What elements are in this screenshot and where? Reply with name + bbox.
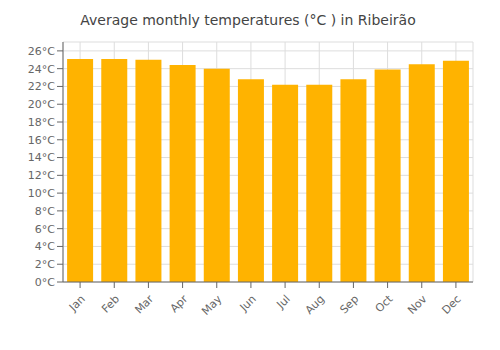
svg-text:Oct: Oct — [373, 292, 396, 315]
svg-text:Sep: Sep — [337, 293, 361, 317]
svg-text:6°C: 6°C — [35, 223, 55, 236]
svg-text:4°C: 4°C — [35, 240, 55, 253]
svg-text:0°C: 0°C — [35, 276, 55, 289]
svg-text:Mar: Mar — [132, 292, 156, 316]
svg-text:22°C: 22°C — [28, 80, 55, 93]
svg-text:2°C: 2°C — [35, 258, 55, 271]
svg-text:Feb: Feb — [99, 293, 122, 316]
svg-text:Aug: Aug — [303, 293, 327, 317]
svg-text:10°C: 10°C — [28, 187, 55, 200]
svg-text:Apr: Apr — [168, 292, 191, 315]
svg-text:Dec: Dec — [439, 293, 463, 317]
svg-text:May: May — [199, 292, 225, 318]
svg-text:Jul: Jul — [274, 293, 293, 312]
svg-text:16°C: 16°C — [28, 134, 55, 147]
svg-text:14°C: 14°C — [28, 151, 55, 164]
svg-text:Jan: Jan — [66, 293, 88, 315]
svg-text:26°C: 26°C — [28, 45, 55, 58]
svg-text:18°C: 18°C — [28, 116, 55, 129]
svg-text:24°C: 24°C — [28, 63, 55, 76]
svg-text:8°C: 8°C — [35, 205, 55, 218]
svg-text:Jun: Jun — [237, 293, 259, 315]
svg-text:20°C: 20°C — [28, 98, 55, 111]
html-text:Average monthly temperatures (: Average monthly temperatures (°C ) in Ri… — [80, 12, 416, 28]
svg-text:12°C: 12°C — [28, 169, 55, 182]
svg-text:Nov: Nov — [405, 292, 430, 317]
